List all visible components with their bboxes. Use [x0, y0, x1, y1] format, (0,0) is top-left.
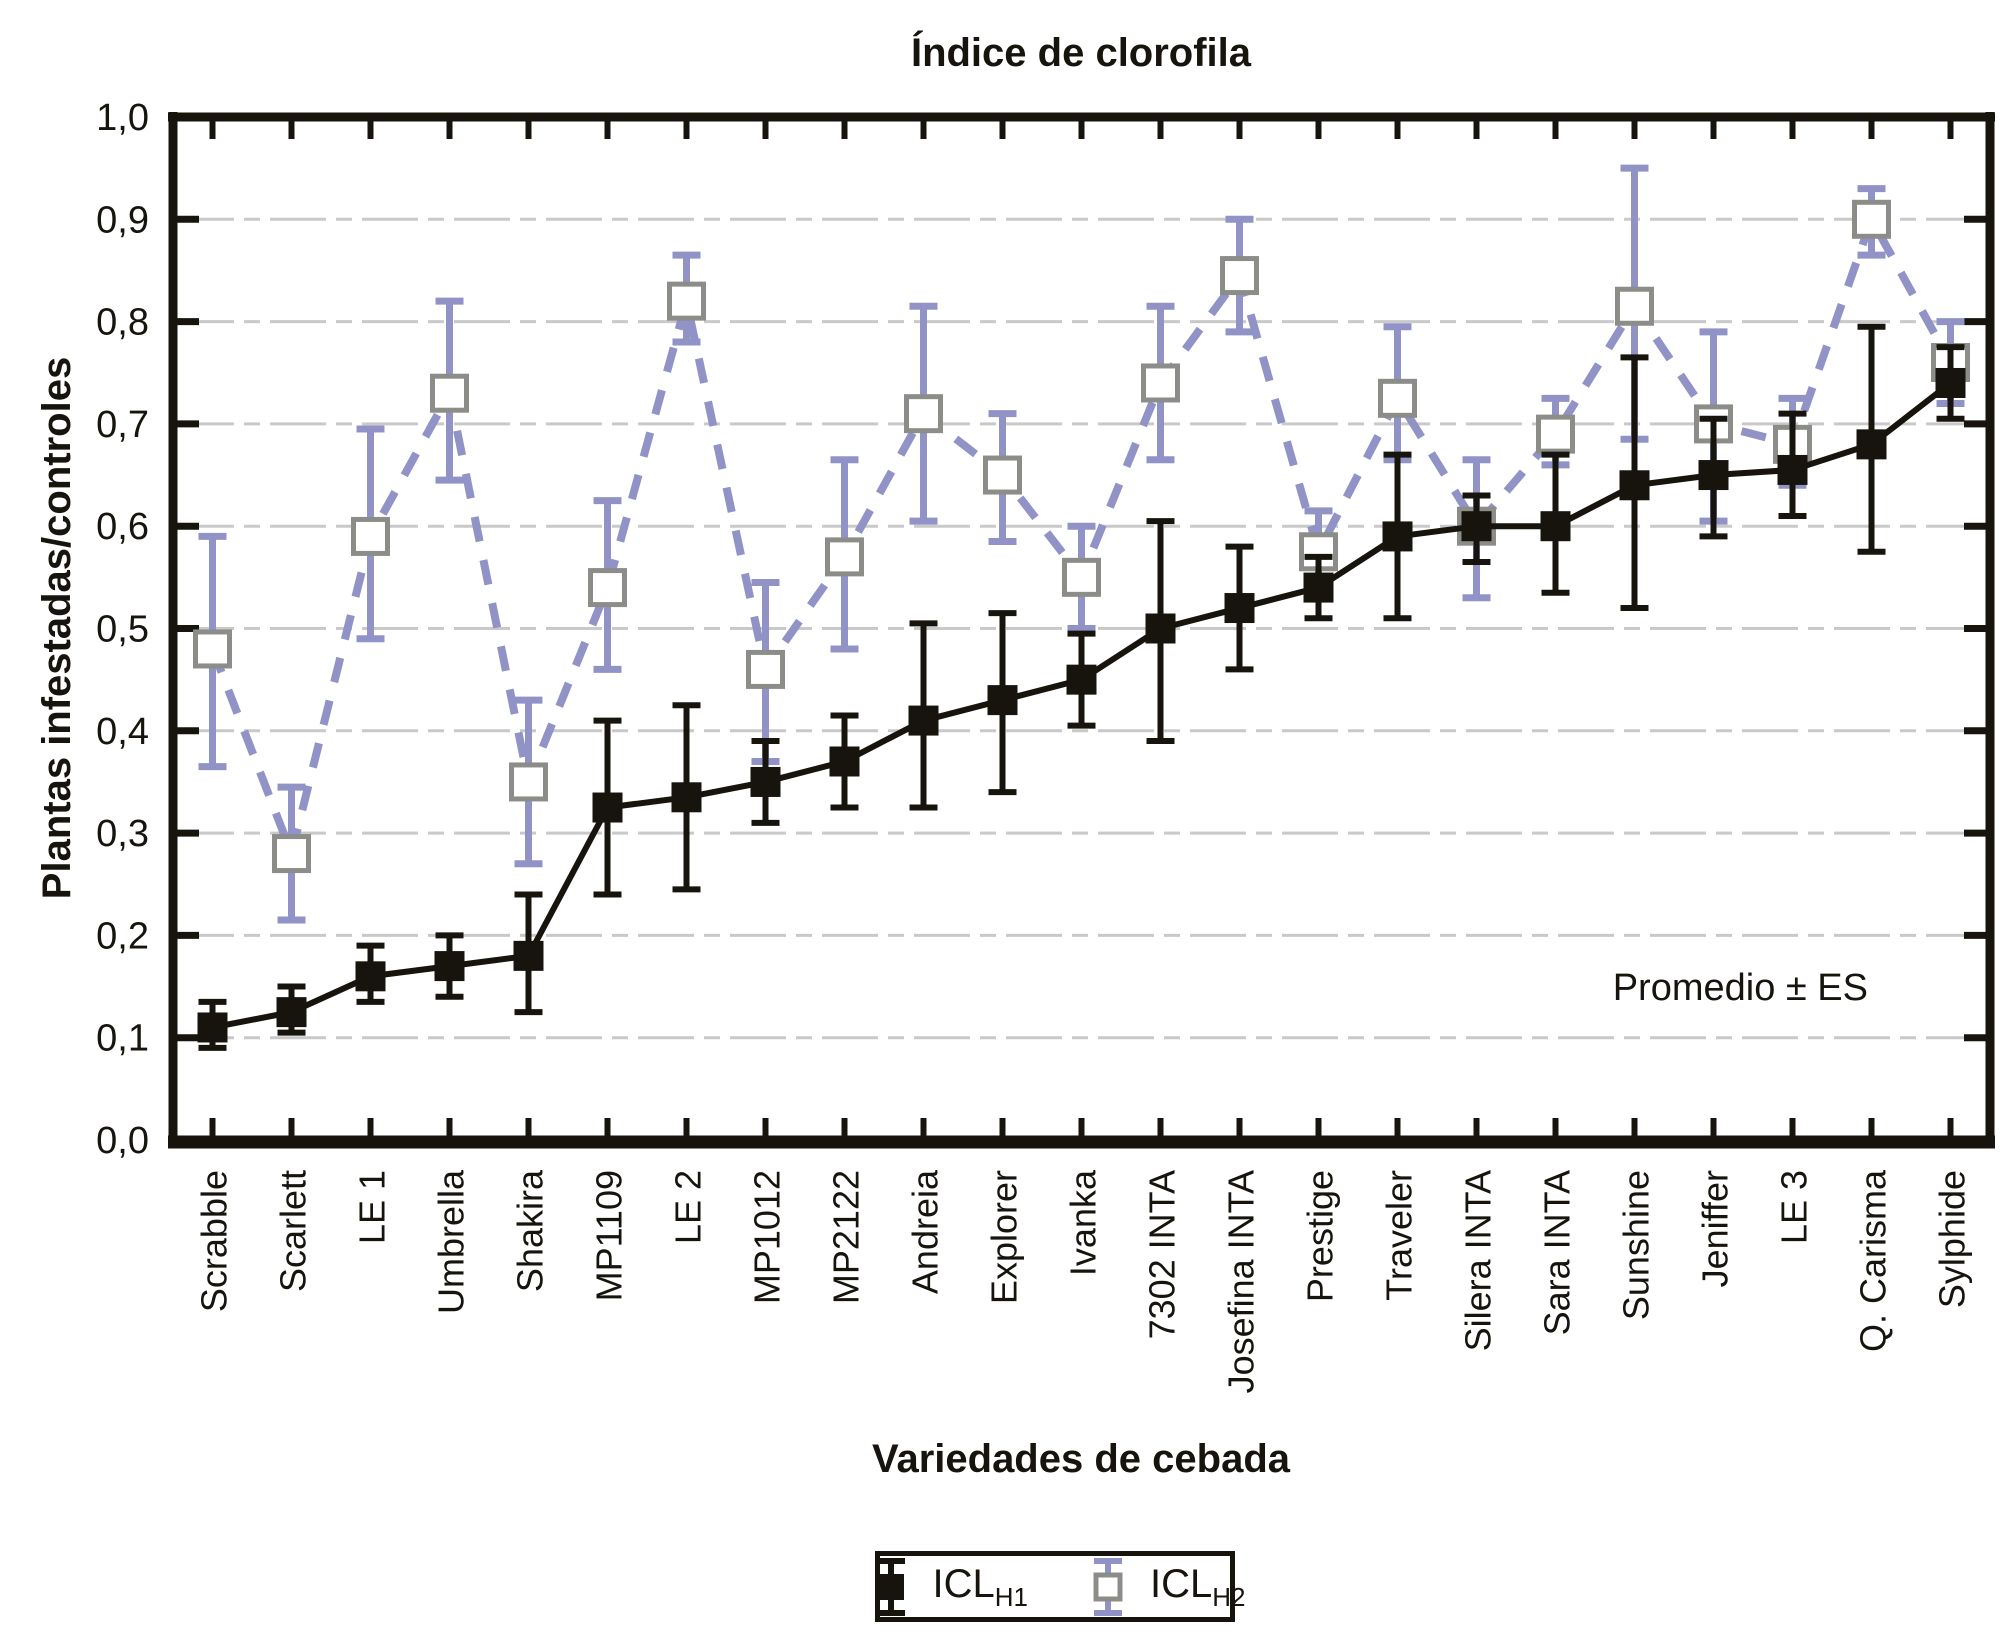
- y-tick-label: 0,3: [96, 813, 149, 855]
- legend-item-icl-h2: ICLH2: [1082, 1555, 1246, 1619]
- x-category-label: LE 1: [352, 1170, 393, 1244]
- icl_h2-marker: [825, 537, 864, 577]
- icl_h1-marker: [671, 782, 702, 813]
- icl_h1-marker: [750, 766, 781, 797]
- icl_h2-marker: [746, 649, 785, 689]
- x-category-label: Traveler: [1379, 1170, 1420, 1301]
- x-category-label: Ivanka: [1063, 1169, 1104, 1276]
- x-category-label: Shakira: [510, 1169, 551, 1292]
- legend-label-h1: ICLH1: [932, 1561, 1029, 1612]
- icl_h2-marker: [272, 834, 311, 874]
- y-tick-label: 0,4: [96, 711, 149, 753]
- x-category-label: Silera INTA: [1458, 1170, 1499, 1351]
- y-tick-label: 0,7: [96, 404, 149, 446]
- x-category-label: LE 2: [668, 1170, 709, 1244]
- icl_h1-marker: [355, 961, 386, 992]
- icl_h1-marker: [1382, 521, 1413, 552]
- icl_h1-marker: [1461, 511, 1492, 542]
- x-category-label: Umbrella: [431, 1169, 472, 1314]
- icl_h2-marker: [193, 629, 232, 669]
- x-category-label: Q. Carisma: [1853, 1169, 1894, 1352]
- icl_h2-marker: [1220, 256, 1259, 296]
- annotation-promedio: Promedio ± ES: [1613, 967, 1868, 1009]
- icl_h2-marker: [667, 281, 706, 321]
- x-category-label: Scrabble: [194, 1170, 235, 1312]
- y-tick-label: 0,6: [96, 506, 149, 548]
- y-tick-label: 0,1: [96, 1018, 149, 1060]
- y-tick-label: 0,8: [96, 302, 149, 344]
- icl_h2-marker: [588, 568, 627, 608]
- icl_h1-marker: [197, 1012, 228, 1043]
- icl_h1-marker: [1303, 572, 1334, 603]
- x-category-label: 7302 INTA: [1142, 1170, 1183, 1339]
- icl_h1-marker: [1066, 664, 1097, 695]
- x-axis-title: Variedades de cebada: [872, 1437, 1291, 1481]
- x-category-label: MP2122: [826, 1170, 867, 1304]
- icl_h1-marker: [1698, 460, 1729, 491]
- x-category-label: Prestige: [1300, 1170, 1341, 1302]
- y-tick-label: 0,5: [96, 609, 149, 651]
- icl_h1-marker: [276, 997, 307, 1028]
- x-category-label: Sara INTA: [1537, 1170, 1578, 1335]
- icl_h1-marker: [1224, 593, 1255, 624]
- legend-marker-h1-icon: [876, 1557, 905, 1616]
- x-category-label: Scarlett: [273, 1170, 314, 1292]
- icl_h2-marker: [1062, 557, 1101, 597]
- legend-item-icl-h1: ICLH1: [865, 1555, 1029, 1619]
- icl_h2-marker: [509, 762, 548, 802]
- legend-label-h2: ICLH2: [1150, 1561, 1246, 1612]
- x-category-label: Explorer: [984, 1170, 1025, 1304]
- icl_h2-marker: [1615, 286, 1654, 326]
- icl_h1-marker: [592, 792, 623, 823]
- icl_h1-marker: [513, 940, 544, 971]
- icl_h2-marker: [351, 516, 390, 556]
- icl_h1-marker: [1540, 511, 1571, 542]
- x-category-label: MP1109: [589, 1170, 630, 1301]
- icl_h1-marker: [1145, 613, 1176, 644]
- icl_h1-marker: [987, 685, 1018, 716]
- x-category-label: Sunshine: [1616, 1170, 1657, 1320]
- icl_h2-marker: [983, 455, 1022, 495]
- y-tick-label: 1,0: [96, 97, 149, 139]
- x-category-label: Sylphide: [1932, 1170, 1973, 1308]
- x-category-label: Jeniffer: [1695, 1170, 1736, 1287]
- icl_h1-marker: [1619, 470, 1650, 501]
- x-category-label: LE 3: [1774, 1170, 1815, 1244]
- y-tick-label: 0,2: [96, 915, 149, 957]
- icl_h1-marker: [908, 705, 939, 736]
- x-category-label: MP1012: [747, 1170, 788, 1304]
- icl_h2-marker: [904, 394, 943, 434]
- y-tick-label: 0,0: [96, 1120, 149, 1162]
- icl_h1-marker: [1935, 367, 1966, 398]
- legend: ICLH1 ICLH2: [875, 1551, 1246, 1622]
- y-tick-label: 0,9: [96, 199, 149, 241]
- icl_h2-marker: [1852, 199, 1891, 239]
- x-category-label: Josefina INTA: [1221, 1170, 1262, 1393]
- icl_h2-marker: [430, 373, 469, 413]
- icl_h1-marker: [1856, 429, 1887, 460]
- icl_h1-marker: [434, 951, 465, 982]
- x-category-label: Andreia: [905, 1169, 946, 1294]
- icl_h1-marker: [829, 746, 860, 777]
- icl_h1-marker: [1777, 454, 1808, 485]
- chart-title: Índice de clorofila: [911, 30, 1252, 75]
- icl_h2-marker: [1141, 363, 1180, 403]
- legend-marker-h2-icon: [1093, 1557, 1123, 1616]
- icl_h2-marker: [1536, 414, 1575, 454]
- y-axis-title: Plantas infestadas/controles: [35, 357, 79, 899]
- icl_h2-marker: [1378, 378, 1417, 418]
